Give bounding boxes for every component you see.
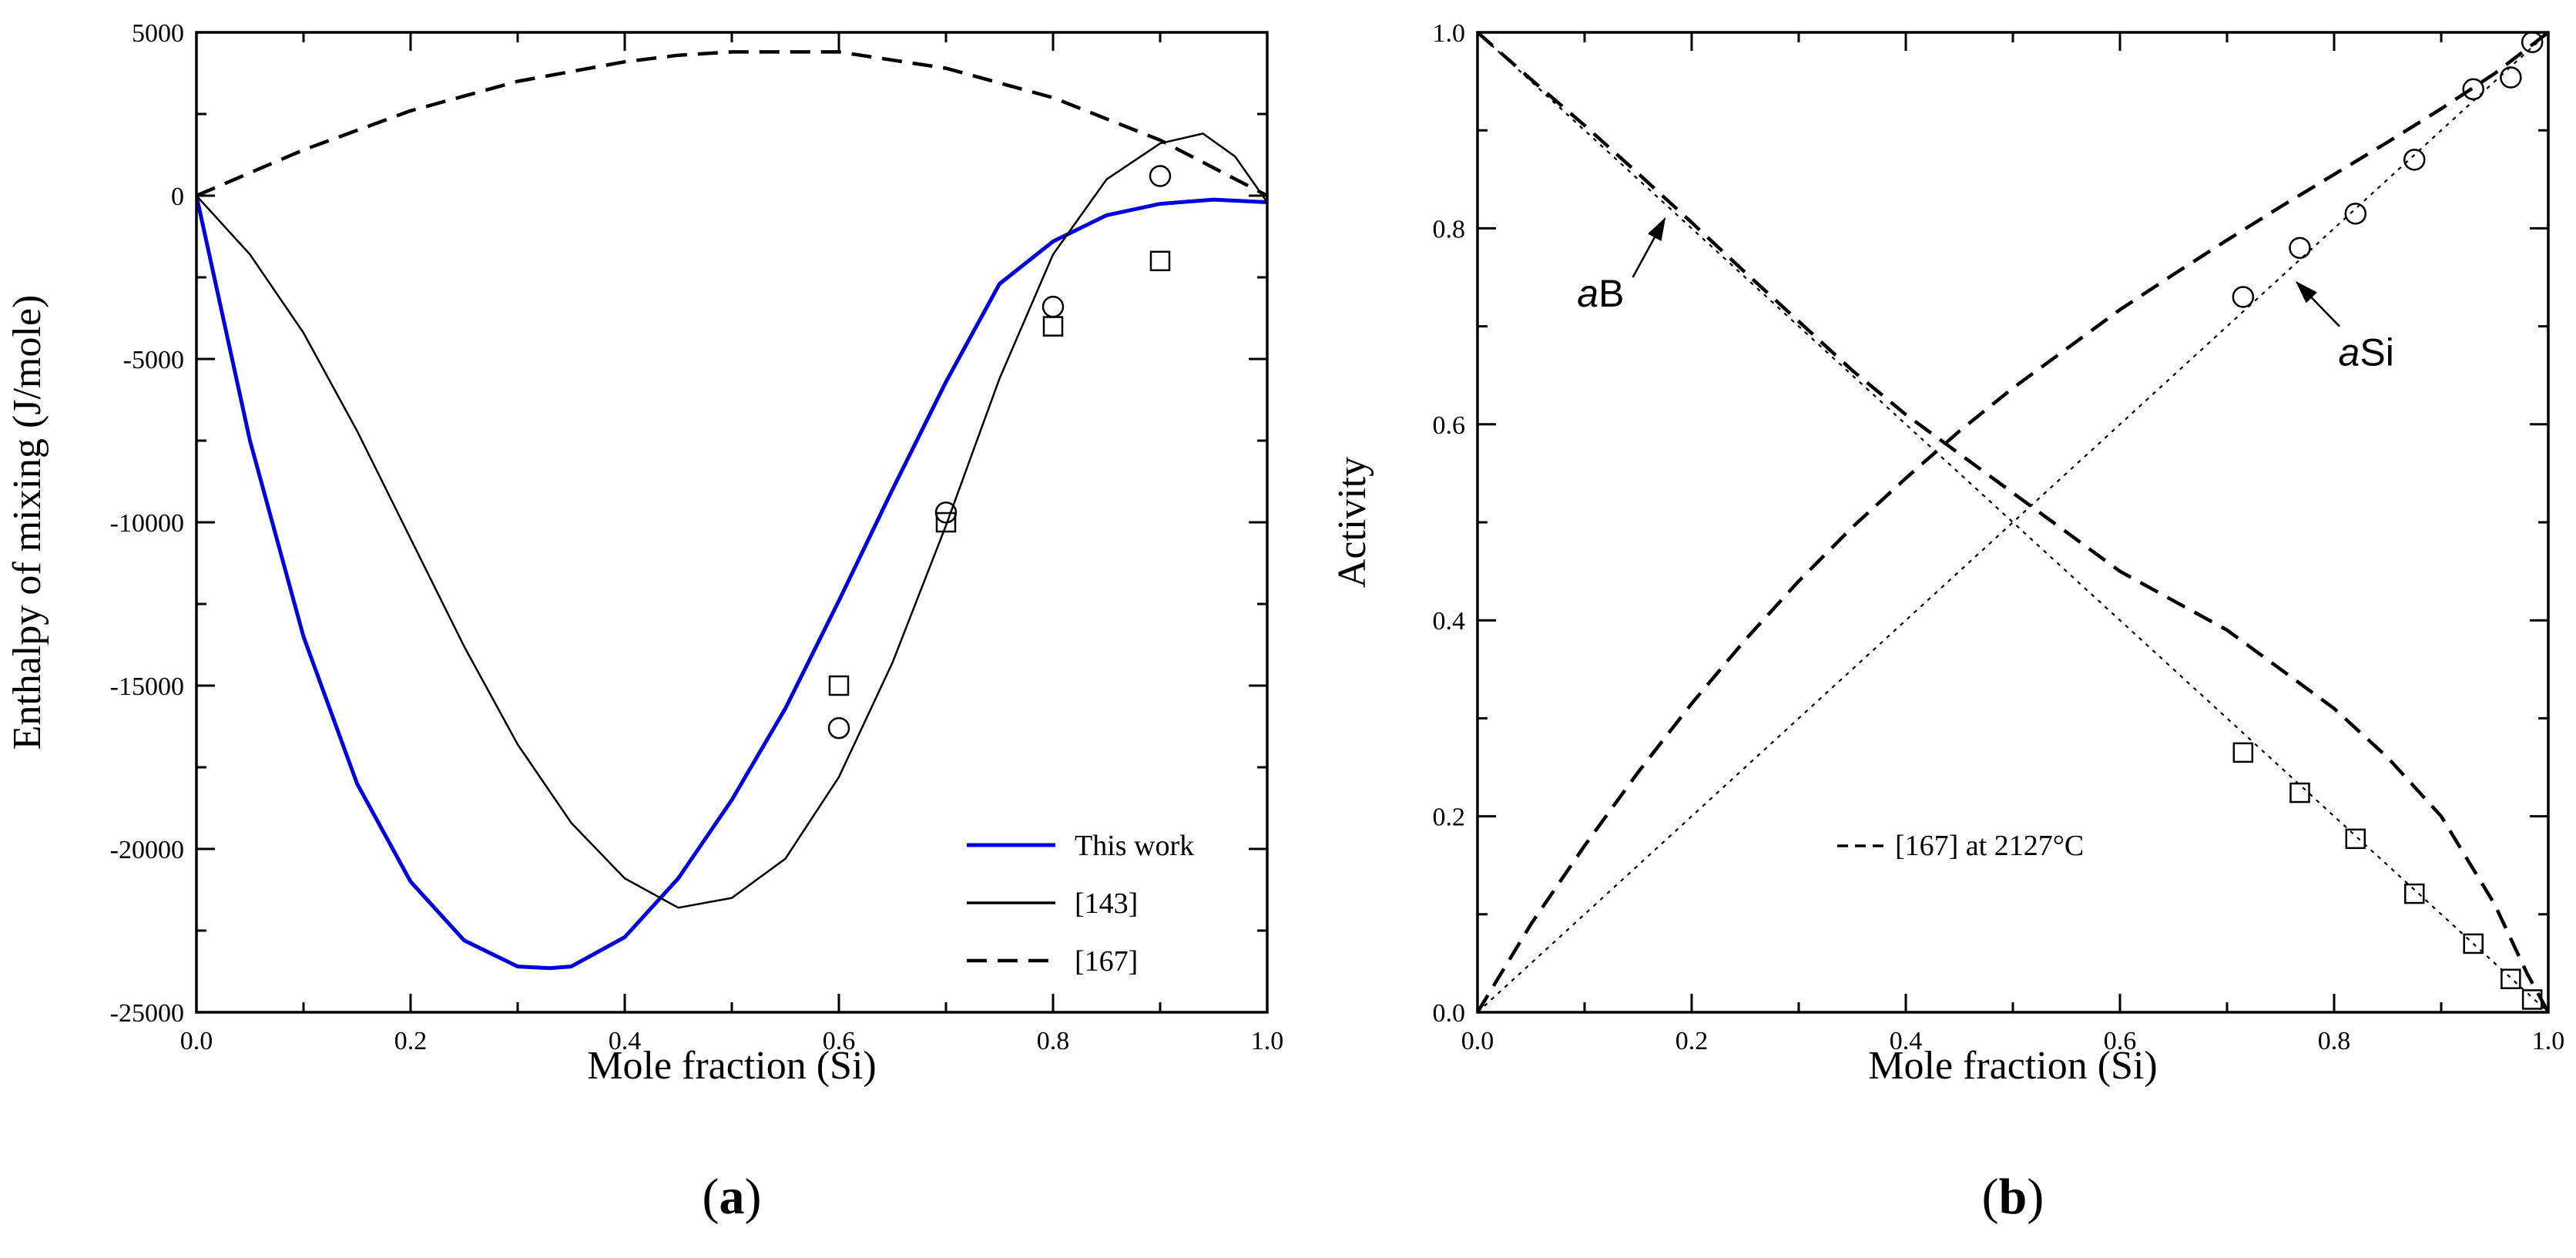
circle-marker [2232, 286, 2255, 308]
legend-label: This work [1075, 830, 1194, 862]
circle-marker [2500, 66, 2522, 89]
circle-marker [2403, 149, 2426, 171]
panel-label-letter: b [1999, 1169, 2028, 1225]
x-tick-label: 0.8 [1037, 1027, 1070, 1055]
y-tick-label: -5000 [123, 346, 184, 374]
x-tick-label: 0.2 [394, 1027, 428, 1055]
x-tick-label: 1.0 [2532, 1027, 2565, 1055]
square-marker [935, 512, 957, 533]
series-line-this-work [196, 195, 1267, 971]
annotation-italic: a [2339, 330, 2360, 374]
circle-marker [934, 502, 958, 524]
annotation-italic: a [1577, 272, 1598, 315]
square-marker [2345, 828, 2366, 850]
x-tick-label: 1.0 [1251, 1027, 1284, 1055]
panel-label-close: ) [2027, 1169, 2044, 1225]
square-marker [1149, 250, 1171, 272]
panel-label: (b) [1982, 1169, 2044, 1225]
series-line-3 [1478, 32, 2548, 1012]
y-tick-label: -10000 [110, 509, 184, 538]
y-tick-label: 0.4 [1433, 607, 1466, 636]
series-line-0 [1478, 32, 2548, 1012]
x-axis-title: Mole fraction (Si) [587, 1044, 876, 1088]
annotation-label: aB [1577, 272, 1624, 315]
panel-label-close: ) [745, 1169, 762, 1225]
y-axis-title: Activity [1330, 457, 1374, 588]
y-tick-label: -25000 [110, 999, 184, 1028]
x-tick-label: 0.6 [2104, 1027, 2137, 1055]
annotation-arrow [1632, 216, 1666, 278]
y-axis-title: Enthalpy of mixing (J/mole) [5, 295, 49, 750]
x-tick-label: 0.0 [1461, 1027, 1494, 1055]
series-group [196, 50, 1267, 971]
y-tick-label: 0.0 [1433, 999, 1466, 1028]
annotation-arrow [2295, 280, 2340, 327]
annotation-rest: B [1598, 272, 1624, 315]
panel-b: 0.0 0.2 0.4 0.6 0.8 1.0 0.0 0.2 0.4 0.6 0.8 1.0 Mole… [1330, 19, 2564, 1225]
x-tick-label: 0.8 [2318, 1027, 2351, 1055]
y-tick-label: -20000 [110, 836, 184, 864]
y-tick-label: 1.0 [1433, 19, 1466, 48]
square-marker [2232, 742, 2254, 763]
legend-label: [167] [1075, 945, 1138, 978]
square-marker [2521, 989, 2543, 1010]
square-marker [2289, 782, 2310, 803]
panel-a: 0.0 0.2 0.4 0.6 0.8 1.0 -25000 -20000 -15000 -100… [5, 19, 1283, 1225]
panel-label-open: ( [703, 1169, 719, 1225]
circle-marker [2462, 78, 2484, 101]
series-line-2 [1478, 32, 2548, 1012]
x-tick-label: 0.4 [609, 1027, 642, 1055]
y-tick-label: 0 [171, 183, 184, 211]
series-group [1478, 32, 2548, 1012]
x-tick-label: 0.6 [823, 1027, 856, 1055]
x-tick-label: 0.0 [180, 1027, 213, 1055]
x-tick-label: 0.2 [1675, 1027, 1709, 1055]
square-marker [2501, 968, 2521, 990]
circle-marker [2521, 31, 2544, 53]
legend-label: [167] at 2127°C [1895, 830, 2084, 862]
x-axis-title: Mole fraction (Si) [1868, 1044, 2157, 1088]
panel-label-open: ( [1982, 1169, 1999, 1225]
panel-label-letter: a [719, 1169, 745, 1225]
plot-frame [195, 31, 1269, 1014]
circle-marker [2289, 237, 2311, 260]
series-line-1 [1478, 32, 2548, 1012]
legend-label: [143] [1075, 887, 1138, 920]
series-line--167- [196, 50, 1267, 198]
square-marker [2404, 883, 2425, 904]
y-tick-label: 0.6 [1433, 411, 1466, 440]
y-tick-label: -15000 [110, 673, 184, 701]
panel-label: (a) [703, 1169, 762, 1225]
y-tick-label: 5000 [132, 19, 184, 48]
circle-marker [2344, 203, 2367, 225]
y-tick-label: 0.2 [1433, 803, 1466, 832]
plot-frame [1476, 31, 2550, 1014]
square-marker [828, 675, 850, 696]
circle-marker [827, 716, 850, 740]
x-tick-label: 0.4 [1890, 1027, 1923, 1055]
circle-marker [1041, 295, 1065, 318]
circle-marker [1149, 165, 1172, 187]
square-marker [2463, 933, 2484, 954]
square-marker [1042, 316, 1064, 337]
series-line--143- [196, 133, 1267, 909]
y-tick-label: 0.8 [1433, 215, 1466, 243]
annotation-label: aSi [2339, 330, 2394, 374]
annotation-rest: Si [2360, 330, 2393, 374]
